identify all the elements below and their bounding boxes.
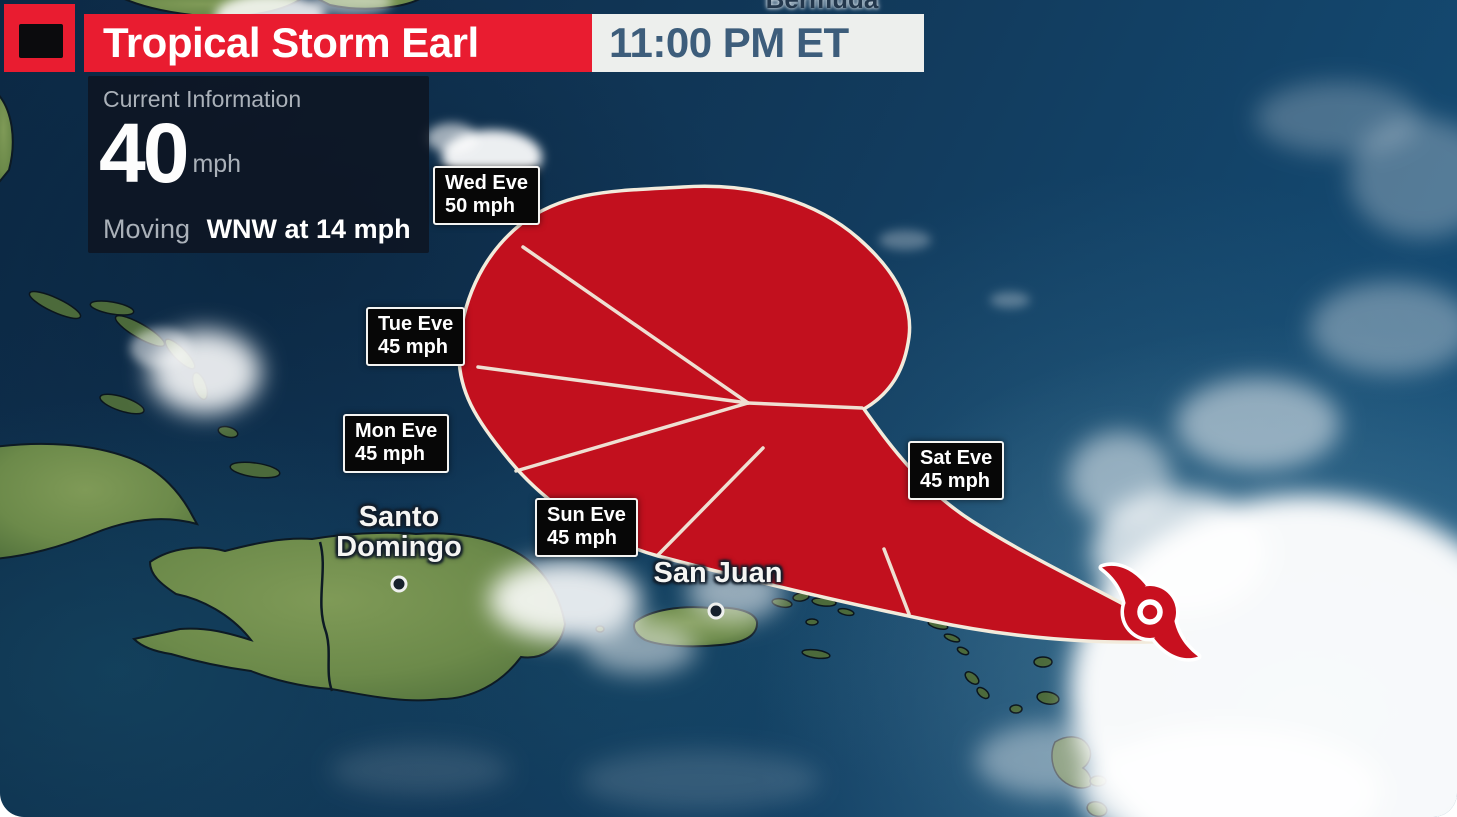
forecast-wind: 45 mph — [355, 443, 426, 466]
storm-title: Tropical Storm Earl — [84, 14, 592, 72]
forecast-day: Sat Eve — [920, 447, 993, 469]
forecast-wind: 45 mph — [547, 527, 618, 550]
network-logo-mark — [19, 24, 63, 58]
city-label-bermuda: Bermuda — [766, 0, 879, 13]
forecast-wind: 45 mph — [378, 336, 449, 359]
movement-label: Moving — [103, 214, 191, 244]
network-logo — [4, 4, 75, 72]
santo-domingo-dot — [390, 575, 408, 593]
forecast-label-sat-eve: Sat Eve 45 mph — [908, 441, 1005, 500]
cone-dividers — [476, 245, 911, 616]
current-info-panel: Current Information 40 mph Moving WNW at… — [88, 76, 429, 253]
tropical-storm-icon — [1098, 562, 1202, 662]
forecast-day: Mon Eve — [355, 420, 438, 442]
forecast-label-tue-eve: Tue Eve 45 mph — [366, 307, 466, 366]
advisory-time: 11:00 PM ET — [592, 14, 924, 72]
current-info-heading: Current Information — [103, 86, 302, 112]
forecast-label-mon-eve: Mon Eve 45 mph — [343, 414, 450, 473]
forecast-wind: 45 mph — [920, 470, 991, 493]
island-cuba — [0, 442, 200, 560]
forecast-day: Tue Eve — [378, 313, 454, 335]
city-label-san-juan: San Juan — [653, 557, 783, 589]
wind-speed-unit: mph — [192, 150, 242, 179]
movement-row: Moving WNW at 14 mph — [103, 214, 411, 245]
wind-speed-row: 40 mph — [99, 106, 242, 200]
forecast-day: Wed Eve — [445, 172, 528, 194]
movement-value: WNW at 14 mph — [206, 214, 411, 244]
haiti-dr-border — [318, 541, 334, 692]
storm-eye — [1137, 599, 1163, 625]
city-label-santo-domingo: Santo Domingo — [336, 501, 462, 564]
forecast-label-sun-eve: Sun Eve 45 mph — [535, 498, 638, 557]
island — [0, 95, 14, 183]
clouds — [130, 0, 1457, 817]
wind-speed-value: 40 — [99, 106, 189, 200]
forecast-label-wed-eve: Wed Eve 50 mph — [433, 166, 540, 225]
forecast-wind: 50 mph — [445, 195, 516, 218]
forecast-day: Sun Eve — [547, 504, 626, 526]
island-hispaniola — [131, 531, 567, 702]
san-juan-dot — [707, 602, 725, 620]
city-markers — [390, 575, 725, 620]
